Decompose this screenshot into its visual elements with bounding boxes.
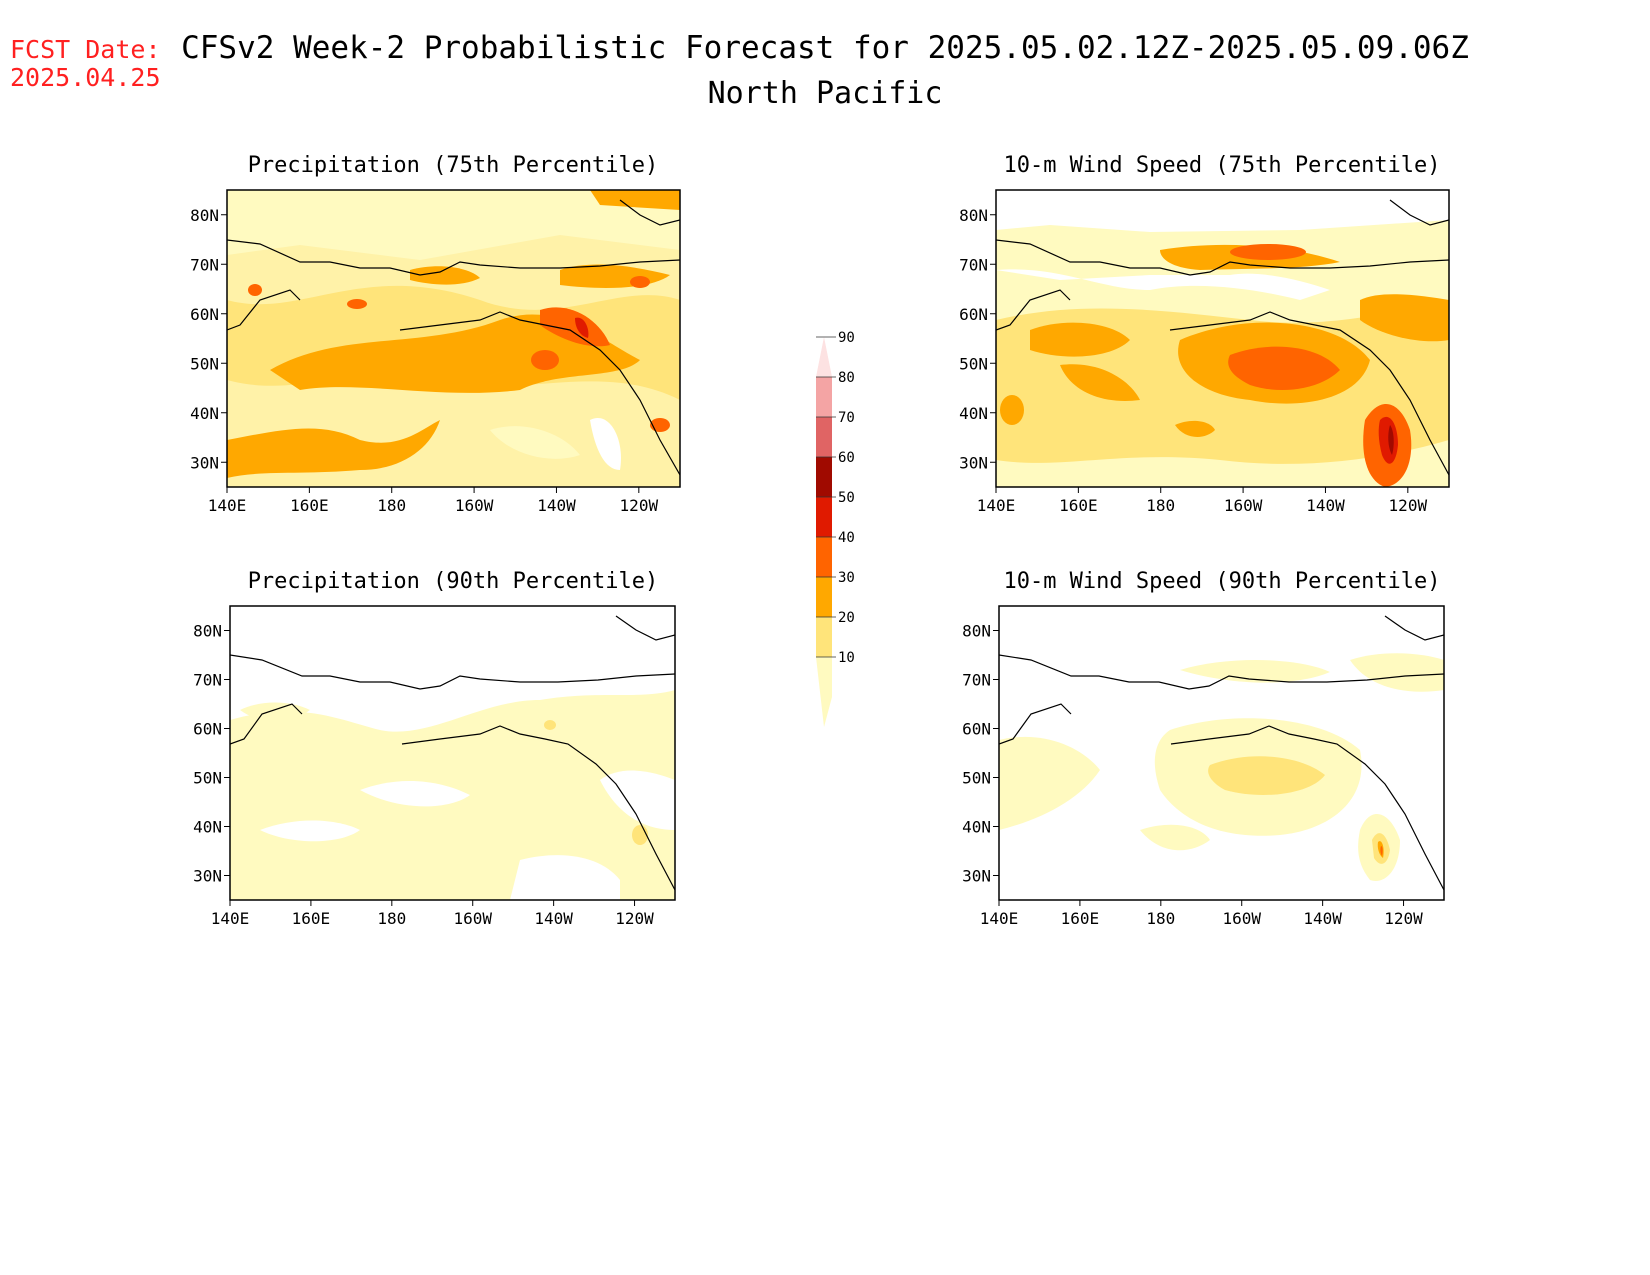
- lon-tick-label: 120W: [1389, 496, 1428, 515]
- forecast-date-value: 2025.04.25: [10, 63, 161, 92]
- colorbar-tick-label: 90: [838, 330, 855, 346]
- colorbar-tick-label: 40: [838, 530, 855, 546]
- lon-tick-label: 160E: [1059, 496, 1098, 515]
- lon-tick-label: 160E: [1061, 909, 1100, 928]
- lon-tick-label: 140W: [1306, 496, 1345, 515]
- coastline: [230, 615, 675, 891]
- colorbar-swatch: [816, 497, 832, 537]
- lon-tick-label: 120W: [620, 496, 659, 515]
- lat-tick-label: 60N: [962, 720, 991, 739]
- lon-tick-label: 120W: [615, 909, 654, 928]
- lon-tick-label: 140W: [537, 496, 576, 515]
- lat-tick-label: 70N: [190, 255, 219, 274]
- panel-wind-90: 10-m Wind Speed (90th Percentile) 80N 70N…: [962, 569, 1445, 928]
- colorbar-tick-label: 20: [838, 610, 855, 626]
- lon-tick-label: 160W: [455, 496, 494, 515]
- lon-tick-label: 160W: [1222, 909, 1261, 928]
- colorbar-swatch: [816, 457, 832, 497]
- lat-tick-label: 40N: [190, 404, 219, 423]
- precip-90-field: [230, 606, 675, 900]
- lat-tick-label: 50N: [959, 354, 988, 373]
- colorbar-swatch: [816, 377, 832, 417]
- lon-tick-label: 180: [377, 909, 406, 928]
- colorbar-swatch: [816, 617, 832, 657]
- colorbar-tick-label: 10: [838, 650, 855, 666]
- panel-title: 10-m Wind Speed (75th Percentile): [1003, 153, 1440, 178]
- colorbar-swatch: [816, 337, 832, 377]
- lat-tick-label: 60N: [190, 305, 219, 324]
- lat-tick-label: 40N: [193, 818, 222, 837]
- lat-tick-label: 50N: [962, 769, 991, 788]
- lat-tick-label: 30N: [959, 453, 988, 472]
- panel-frame: [229, 605, 676, 901]
- panel-title: Precipitation (75th Percentile): [248, 153, 659, 178]
- main-title: CFSv2 Week-2 Probabilistic Forecast for …: [181, 30, 1469, 66]
- region-title: North Pacific: [707, 76, 943, 111]
- panel-frame: [998, 605, 1445, 901]
- lat-tick-label: 30N: [190, 453, 219, 472]
- forecast-date-label: FCST Date:: [10, 35, 161, 64]
- lon-tick-label: 160E: [290, 496, 329, 515]
- lon-tick-label: 180: [1146, 496, 1175, 515]
- colorbar-tick-label: 30: [838, 570, 855, 586]
- lon-tick-label: 180: [1146, 909, 1175, 928]
- panel-frame: [226, 189, 681, 488]
- colorbar-swatch: [816, 577, 832, 617]
- lat-tick-label: 80N: [190, 206, 219, 225]
- lat-tick-label: 60N: [193, 720, 222, 739]
- lat-tick-label: 80N: [962, 622, 991, 641]
- forecast-date: FCST Date: 2025.04.25: [10, 36, 161, 92]
- lat-tick-label: 70N: [193, 671, 222, 690]
- lon-tick-label: 160E: [292, 909, 331, 928]
- lat-tick-label: 30N: [962, 867, 991, 886]
- colorbar-tick-label: 70: [838, 410, 855, 426]
- panel-precip-90: Precipitation (90th Percentile) 80N 70N 60…: [193, 569, 676, 928]
- panel-precip-75: Precipitation (75th Percentile): [190, 153, 681, 515]
- panel-title: 10-m Wind Speed (90th Percentile): [1003, 569, 1440, 594]
- lat-tick-label: 60N: [959, 305, 988, 324]
- precip-75-field: [227, 190, 680, 487]
- lat-tick-label: 80N: [959, 206, 988, 225]
- lon-tick-label: 160W: [453, 909, 492, 928]
- lat-tick-label: 40N: [962, 818, 991, 837]
- lat-tick-label: 70N: [962, 671, 991, 690]
- lat-tick-label: 30N: [193, 867, 222, 886]
- lat-tick-label: 70N: [959, 255, 988, 274]
- lon-tick-label: 140E: [211, 909, 250, 928]
- lon-tick-label: 120W: [1384, 909, 1423, 928]
- colorbar-tick-label: 80: [838, 370, 855, 386]
- lon-tick-label: 140E: [980, 909, 1019, 928]
- lon-tick-label: 160W: [1224, 496, 1263, 515]
- lon-tick-label: 140E: [208, 496, 247, 515]
- lat-tick-label: 50N: [190, 354, 219, 373]
- colorbar-swatch: [816, 657, 832, 727]
- coastline: [999, 615, 1444, 891]
- lat-tick-label: 80N: [193, 622, 222, 641]
- lat-tick-label: 40N: [959, 404, 988, 423]
- lon-tick-label: 140E: [977, 496, 1016, 515]
- panel-frame: [995, 189, 1450, 488]
- colorbar-swatch: [816, 417, 832, 457]
- colorbar-tick-label: 60: [838, 450, 855, 466]
- colorbar-swatch: [816, 537, 832, 577]
- wind-75-field: [996, 190, 1449, 487]
- lon-tick-label: 180: [377, 496, 406, 515]
- panel-wind-75: 10-m Wind Speed (75th Percentile): [959, 153, 1450, 515]
- colorbar: 10 20 30 40 50 60 70 80 90: [816, 330, 855, 727]
- coastline: [227, 199, 680, 476]
- coastline: [996, 199, 1449, 476]
- lon-tick-label: 140W: [534, 909, 573, 928]
- lat-tick-label: 50N: [193, 769, 222, 788]
- colorbar-tick-label: 50: [838, 490, 855, 506]
- lon-tick-label: 140W: [1303, 909, 1342, 928]
- wind-90-field: [999, 606, 1444, 900]
- panel-title: Precipitation (90th Percentile): [248, 569, 659, 594]
